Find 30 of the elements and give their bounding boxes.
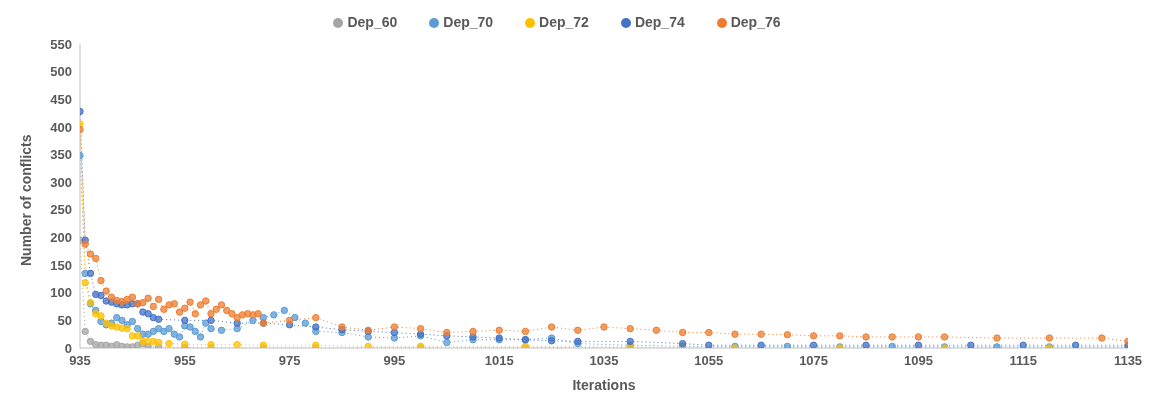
y-tick-label: 500 <box>50 64 72 80</box>
y-tick-label: 150 <box>50 257 72 273</box>
y-tick-label: 100 <box>50 285 72 301</box>
x-tick-label: 935 <box>69 353 91 369</box>
y-tick-label: 550 <box>50 36 72 52</box>
x-tick-label: 995 <box>383 353 406 369</box>
legend-label: Dep_60 <box>347 14 398 30</box>
legend-label: Dep_70 <box>443 14 494 30</box>
x-tick-label: 1015 <box>484 353 514 369</box>
y-tick-label: 200 <box>50 230 72 246</box>
x-tick-label: 955 <box>173 353 196 369</box>
legend-label: Dep_76 <box>730 14 781 30</box>
x-tick-label: 1055 <box>694 353 724 369</box>
y-tick-label: 0 <box>64 340 72 356</box>
y-tick-label: 450 <box>50 91 72 107</box>
y-tick-label: 300 <box>50 174 72 190</box>
x-tick-label: 1095 <box>903 353 933 369</box>
legend-label: Dep_74 <box>634 14 685 30</box>
legend-label: Dep_72 <box>539 14 589 30</box>
x-tick-label: 975 <box>278 353 301 369</box>
x-tick-label: 1115 <box>1009 353 1037 369</box>
x-axis-title: Iterations <box>572 377 636 393</box>
y-tick-label: 50 <box>57 312 72 328</box>
y-tick-label: 350 <box>50 147 72 163</box>
x-tick-label: 1035 <box>589 353 619 369</box>
y-tick-label: 400 <box>50 119 72 135</box>
y-axis-title: Number of conflicts <box>17 134 34 266</box>
x-tick-label: 1075 <box>799 353 829 369</box>
x-tick-label: 1135 <box>1113 353 1143 369</box>
y-tick-label: 250 <box>50 202 72 218</box>
